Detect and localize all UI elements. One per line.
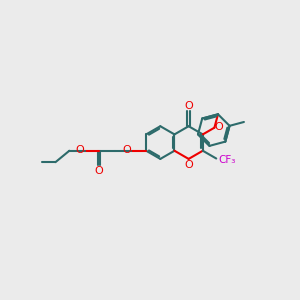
Text: O: O [184,160,193,170]
Text: O: O [122,145,131,155]
Text: CF₃: CF₃ [218,155,235,165]
Text: O: O [75,145,84,155]
Text: O: O [215,122,224,132]
Text: O: O [94,166,103,176]
Text: O: O [184,101,193,111]
